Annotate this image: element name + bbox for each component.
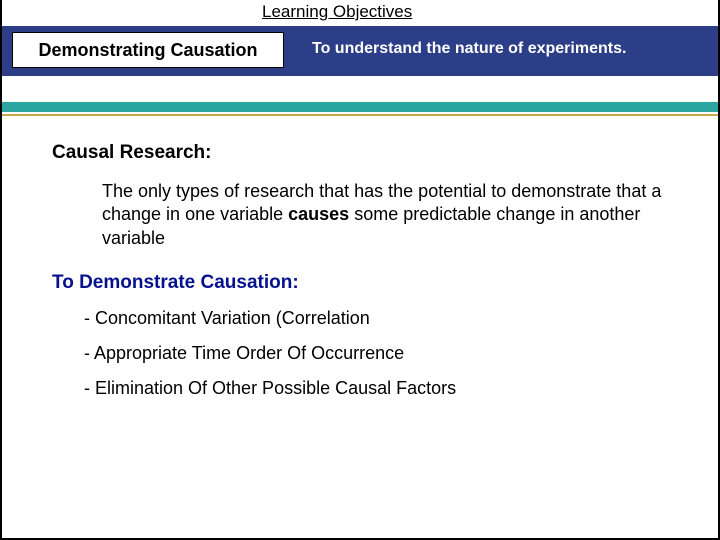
bullet-list: - Concomitant Variation (Correlation - A…	[84, 308, 678, 399]
content-area: Causal Research: The only types of resea…	[52, 142, 678, 413]
slide-title-box: Demonstrating Causation	[12, 32, 284, 68]
demonstrate-heading: To Demonstrate Causation:	[52, 272, 678, 294]
slide-container: Learning Objectives Demonstrating Causat…	[0, 0, 720, 540]
list-item: - Elimination Of Other Possible Causal F…	[84, 378, 678, 399]
list-item: - Concomitant Variation (Correlation	[84, 308, 678, 329]
slide-title: Demonstrating Causation	[38, 40, 257, 61]
list-item: - Appropriate Time Order Of Occurrence	[84, 343, 678, 364]
causal-research-body: The only types of research that has the …	[102, 180, 678, 250]
body-bold: causes	[288, 204, 349, 224]
learning-objectives-label: Learning Objectives	[262, 2, 412, 22]
causal-research-heading: Causal Research:	[52, 142, 678, 164]
teal-divider	[2, 102, 718, 112]
gold-divider	[2, 114, 718, 116]
objective-text: To understand the nature of experiments.	[312, 40, 626, 58]
